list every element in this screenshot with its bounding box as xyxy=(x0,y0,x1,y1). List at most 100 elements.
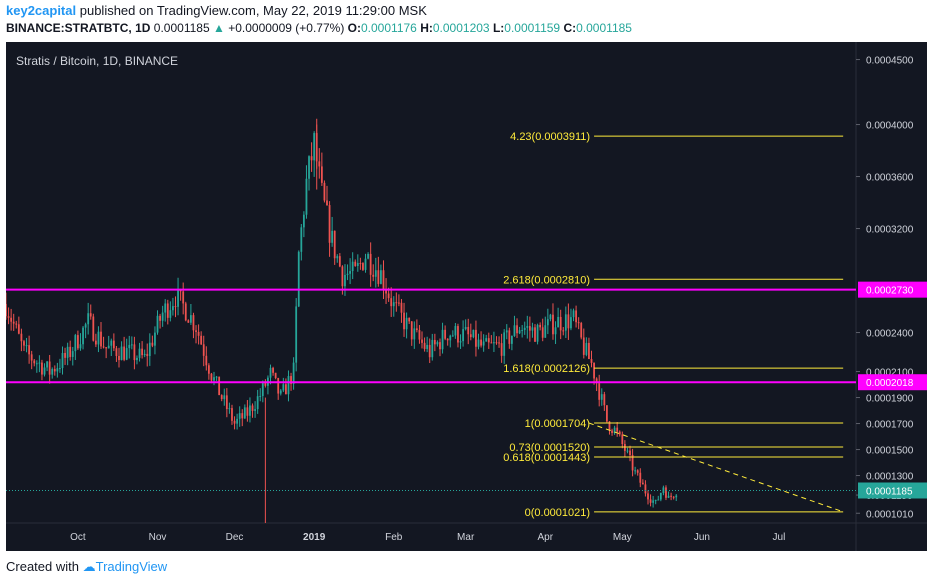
candle-body xyxy=(418,330,421,340)
author-name[interactable]: key2capital xyxy=(6,3,77,18)
chart-panel[interactable]: 4.23(0.0003911) 2.618(0.0002810) 1.618(0.0… xyxy=(6,42,927,551)
candle-body xyxy=(64,352,66,358)
price-axis[interactable]: 0.0004500 0.0004000 0.0003600 0.0003200 0.00… xyxy=(856,56,927,521)
price-tag[interactable] xyxy=(858,281,927,298)
candle-body xyxy=(174,306,177,308)
price-tick-label: 0.0003200 xyxy=(866,225,914,236)
candle-body xyxy=(621,434,624,445)
fib-levels-layer[interactable]: 4.23(0.0003911) 2.618(0.0002810) 1.618(0.0… xyxy=(503,131,844,519)
published-text: published on TradingView.com, May 22, 20… xyxy=(79,3,427,18)
candle-body xyxy=(10,317,13,322)
candle-body xyxy=(274,372,277,379)
price-chart[interactable]: 4.23(0.0003911) 2.618(0.0002810) 1.618(0.0… xyxy=(6,42,927,551)
close-label: C: xyxy=(563,21,577,35)
candle-body xyxy=(128,344,131,349)
open-label: O: xyxy=(347,21,361,35)
candle-body xyxy=(259,395,262,397)
candle-body xyxy=(387,293,390,299)
candle-body xyxy=(423,342,426,349)
candle-body xyxy=(356,263,359,266)
candle-body xyxy=(469,334,472,338)
footer-prefix: Created with xyxy=(6,559,79,574)
candle-body xyxy=(220,395,223,400)
price-change: +0.0000009 (+0.77%) xyxy=(228,21,345,35)
candle-body xyxy=(500,343,503,356)
time-axis[interactable]: Oct Nov Dec 2019 Feb Mar Apr May Jun Jul xyxy=(70,532,785,543)
price-tick-label: 0.0002400 xyxy=(866,329,914,340)
candle-body xyxy=(87,313,90,325)
candle-body xyxy=(421,339,423,343)
candle-body xyxy=(626,450,629,452)
candle-body xyxy=(187,320,190,323)
candle-body xyxy=(148,342,151,357)
candle-body xyxy=(12,321,15,324)
candle-body xyxy=(184,303,187,321)
candle-body xyxy=(333,230,336,259)
candle-body xyxy=(398,302,400,304)
time-tick-label: Dec xyxy=(226,532,244,543)
candle-body xyxy=(459,341,462,343)
fib-level-label: 0(0.0001021) xyxy=(525,507,590,519)
candle-body xyxy=(292,362,295,384)
footer-brand[interactable]: TradingView xyxy=(95,559,168,574)
time-tick-label: Oct xyxy=(70,532,86,543)
time-tick-label: Jun xyxy=(694,532,710,543)
candle-body xyxy=(487,338,490,343)
candle-body xyxy=(156,315,159,333)
candle-body xyxy=(151,342,154,346)
candle-body xyxy=(552,314,554,335)
candle-body xyxy=(503,332,506,356)
candle-body xyxy=(290,376,292,384)
candle-body xyxy=(436,342,439,345)
candle-body xyxy=(92,316,95,341)
candle-body xyxy=(169,310,172,318)
candle-body xyxy=(554,327,557,335)
tradingview-logo-icon[interactable]: ☁ xyxy=(82,559,96,574)
candle-body xyxy=(639,472,642,483)
candle-body xyxy=(454,326,457,336)
candle-body xyxy=(647,493,649,500)
candle-body xyxy=(367,253,369,259)
candle-body xyxy=(665,487,667,498)
candle-body xyxy=(644,484,647,494)
candle-body xyxy=(141,348,144,356)
candle-body xyxy=(475,329,477,347)
candle-body xyxy=(195,330,197,332)
candle-body xyxy=(652,500,655,503)
candle-body xyxy=(516,325,518,334)
candle-body xyxy=(439,342,441,350)
candle-body xyxy=(618,431,621,435)
overlay-lines-layer xyxy=(6,288,856,513)
candle-body xyxy=(318,161,321,167)
candle-body xyxy=(110,340,113,346)
candle-body xyxy=(205,355,208,366)
candle-body xyxy=(182,291,185,304)
candle-body xyxy=(521,329,524,331)
candle-body xyxy=(670,495,673,497)
candle-body xyxy=(308,156,310,179)
candle-body xyxy=(472,329,475,338)
candle-body xyxy=(362,263,364,270)
candle-body xyxy=(534,327,536,342)
candle-body xyxy=(575,310,577,323)
candle-body xyxy=(82,327,84,345)
candle-body xyxy=(338,256,341,267)
candle-body xyxy=(431,339,434,358)
candle-body xyxy=(611,430,613,433)
time-tick-label: Apr xyxy=(537,532,553,543)
candle-body xyxy=(613,427,616,433)
candle-body xyxy=(588,342,590,359)
candle-body xyxy=(331,230,334,243)
candle-body xyxy=(6,303,7,317)
candle-body xyxy=(177,289,179,307)
price-tag[interactable] xyxy=(858,374,927,391)
price-tag[interactable] xyxy=(858,482,927,499)
candle-body xyxy=(30,354,33,361)
candle-body xyxy=(659,492,662,500)
candle-body xyxy=(539,324,542,328)
close-value: 0.0001185 xyxy=(576,21,632,35)
candle-body xyxy=(118,355,120,361)
trend-line[interactable] xyxy=(588,422,844,513)
candle-body xyxy=(254,409,256,411)
candle-body xyxy=(272,367,274,373)
